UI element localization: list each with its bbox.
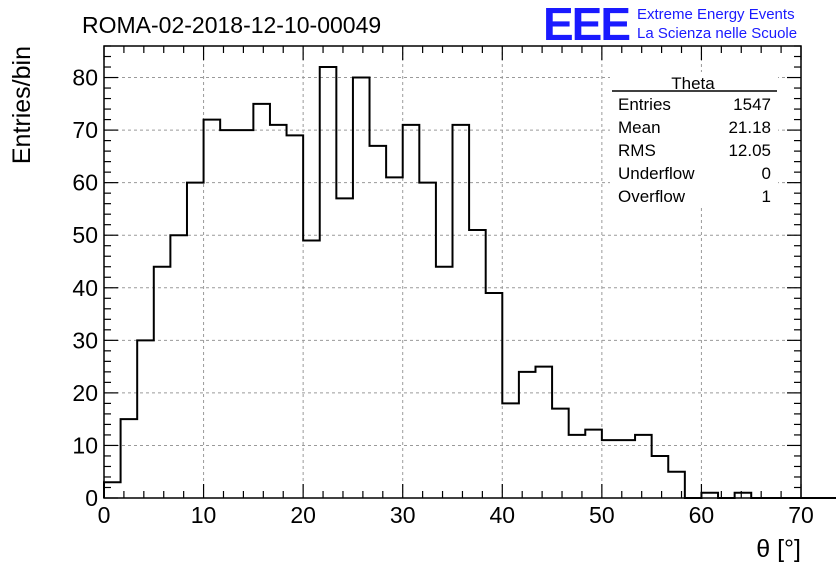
logo-line-1: Extreme Energy Events (637, 6, 795, 23)
eee-logo: EEE Extreme Energy Events La Scienza nel… (543, 0, 797, 50)
y-tick-label-1: 10 (72, 432, 98, 458)
stats-label-mean: Mean (618, 118, 661, 137)
stats-label-overflow: Overflow (618, 187, 686, 206)
eee-logo-letters: EEE (543, 0, 629, 50)
y-tick-labels: 0 10 20 30 40 50 60 70 80 (72, 65, 98, 511)
stats-box-background (610, 72, 778, 208)
y-tick-label-2: 20 (72, 380, 98, 406)
x-tick-label-4: 40 (489, 502, 515, 528)
chart-title: ROMA-02-2018-12-10-00049 (82, 12, 381, 38)
y-tick-label-5: 50 (72, 222, 98, 248)
y-axis-label: Entries/bin (8, 46, 36, 164)
x-tick-label-0: 0 (98, 502, 111, 528)
plot-frame (103, 45, 802, 499)
stats-label-underflow: Underflow (618, 164, 695, 183)
stats-label-rms: RMS (618, 141, 656, 160)
x-tick-label-2: 20 (290, 502, 316, 528)
histogram-series (103, 66, 836, 499)
y-tick-label-7: 70 (72, 117, 98, 143)
stats-value-rms: 12.05 (728, 141, 771, 160)
stats-value-entries: 1547 (733, 95, 771, 114)
stats-value-underflow: 0 (762, 164, 771, 183)
stats-box: Theta Entries 1547 Mean 21.18 RMS 12.05 Underf… (610, 72, 778, 208)
x-tick-label-5: 50 (589, 502, 615, 528)
stats-title: Theta (671, 74, 715, 93)
x-tick-label-6: 60 (689, 502, 715, 528)
y-tick-label-4: 40 (72, 275, 98, 301)
y-tick-label-6: 60 (72, 170, 98, 196)
stats-rows: Entries 1547 Mean 21.18 RMS 12.05 Underflow 0 Ov… (618, 95, 771, 206)
x-tick-label-7: 70 (788, 502, 814, 528)
y-tick-label-3: 30 (72, 327, 98, 353)
y-tick-label-0: 0 (85, 485, 98, 511)
stats-value-mean: 21.18 (728, 118, 771, 137)
x-axis-label: θ [°] (756, 535, 801, 563)
x-tick-label-3: 30 (390, 502, 416, 528)
y-tick-label-8: 80 (72, 65, 98, 91)
stats-value-overflow: 1 (762, 187, 771, 206)
stats-label-entries: Entries (618, 95, 671, 114)
logo-line-2: La Scienza nelle Scuole (637, 25, 797, 42)
axis-ticks (103, 45, 802, 499)
x-tick-label-1: 10 (191, 502, 217, 528)
x-tick-labels: 0 10 20 30 40 50 60 70 (98, 502, 814, 528)
